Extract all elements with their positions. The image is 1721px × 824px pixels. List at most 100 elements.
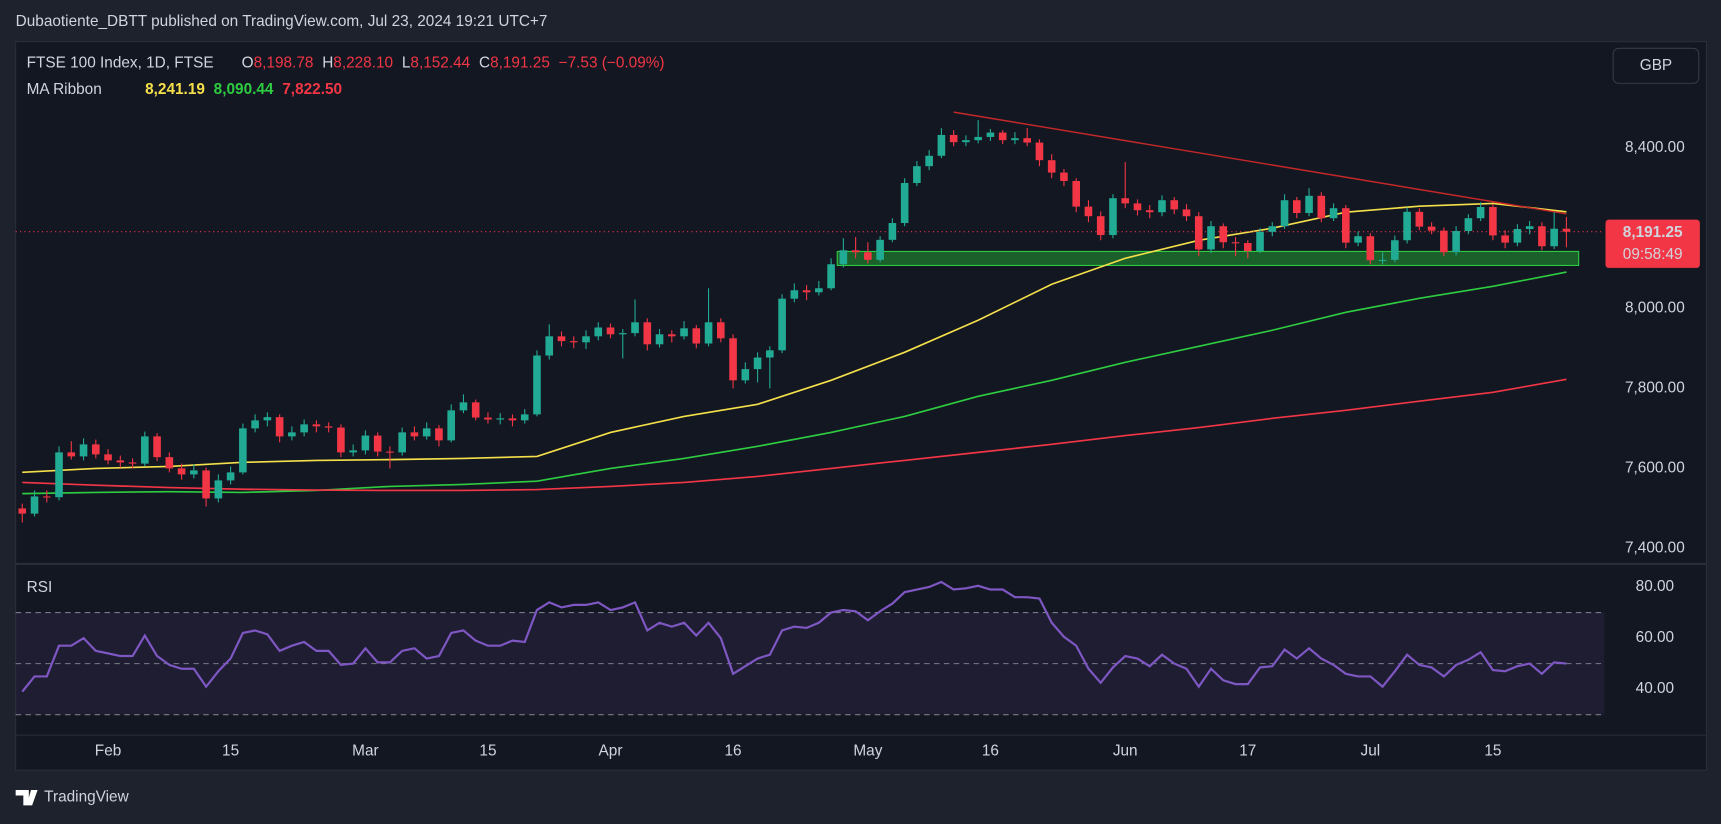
candle-body xyxy=(1293,200,1301,214)
candle-body xyxy=(1194,216,1203,250)
symbol-legend: FTSE 100 Index, 1D, FTSE xyxy=(27,55,214,72)
candle-body xyxy=(839,250,848,265)
candle-body xyxy=(226,472,235,481)
candle-body xyxy=(1305,195,1313,214)
candle-body xyxy=(1096,216,1105,236)
candle-body xyxy=(1562,228,1571,232)
candle-body xyxy=(815,288,823,293)
candle-body xyxy=(116,460,125,463)
candle-body xyxy=(165,457,174,469)
candle-body xyxy=(1072,180,1081,207)
candle-body xyxy=(337,427,345,453)
candle-body xyxy=(643,322,652,345)
moving-average xyxy=(22,202,1567,474)
candle-body xyxy=(790,290,799,299)
candle-body xyxy=(1035,142,1044,161)
ma-value: 7,822.50 xyxy=(282,81,342,98)
x-tick-label: 15 xyxy=(479,743,496,760)
ohlc-value: 8,152.44 xyxy=(410,55,470,72)
ohlc-value: 8,198.78 xyxy=(254,55,314,72)
candle-body xyxy=(214,480,223,499)
candle-body xyxy=(631,322,639,334)
candle-body xyxy=(864,252,872,260)
candle-body xyxy=(704,322,713,344)
ohlc-legend: O8,198.78 H8,228.10 L8,152.44 C8,191.25 −7.5… xyxy=(242,55,665,72)
logo-icon xyxy=(15,789,38,806)
candle-body xyxy=(1489,207,1497,236)
candle-body xyxy=(1464,218,1473,232)
candle-body xyxy=(1219,226,1228,243)
candle-body xyxy=(1538,226,1546,247)
currency-button[interactable] xyxy=(1612,47,1700,84)
candle-body xyxy=(998,132,1007,141)
ohlc-key: O xyxy=(242,55,254,72)
candle-body xyxy=(18,508,27,514)
candle-body xyxy=(361,435,370,451)
candle-body xyxy=(655,334,664,345)
candle-body xyxy=(533,355,541,415)
candle-body xyxy=(1047,160,1056,173)
candle-body xyxy=(569,341,578,343)
rsi-title: RSI xyxy=(27,579,53,596)
candle-body xyxy=(741,369,750,381)
candle-body xyxy=(888,223,897,240)
moving-average xyxy=(22,378,1567,492)
candle-body xyxy=(913,166,921,183)
logo-text: TradingView xyxy=(44,789,129,806)
last-price-badge xyxy=(1605,219,1700,268)
ohlc-value: 8,228.10 xyxy=(333,55,393,72)
candle-body xyxy=(974,136,982,141)
candle-body xyxy=(459,402,468,411)
candle-body xyxy=(876,239,884,260)
candle-body xyxy=(1342,208,1350,243)
ohlc-key: C xyxy=(479,55,490,72)
ma-legend: MA Ribbon xyxy=(27,81,102,98)
ma-name: MA Ribbon xyxy=(27,81,102,98)
candle-body xyxy=(1415,211,1424,227)
candle-body xyxy=(1317,195,1326,219)
candle-body xyxy=(778,298,786,351)
candle-body xyxy=(1427,226,1436,231)
candle-body xyxy=(1501,235,1509,243)
candle-body xyxy=(1476,207,1485,219)
candle-body xyxy=(239,428,247,473)
candle-body xyxy=(1452,231,1460,253)
candle-body xyxy=(594,327,603,337)
candle-body xyxy=(79,444,88,457)
candle-body xyxy=(1060,172,1068,181)
candle-body xyxy=(1391,240,1399,260)
x-tick-label: 16 xyxy=(725,743,742,760)
rsi-line xyxy=(21,580,1567,693)
candle-body xyxy=(1109,198,1117,236)
currency[interactable]: GBP xyxy=(1640,57,1672,74)
candle-body xyxy=(508,418,517,421)
x-tick-label: Feb xyxy=(95,743,121,760)
candle-body xyxy=(263,417,272,421)
rsi-tick-label: 80.00 xyxy=(1636,578,1674,595)
candle-body xyxy=(177,468,186,475)
candle-body xyxy=(55,452,63,498)
y-tick-label: 7,400.00 xyxy=(1625,540,1685,557)
candle-body xyxy=(1084,206,1093,217)
candle-body xyxy=(312,424,321,427)
candle-body xyxy=(251,420,259,429)
candle-body xyxy=(1011,138,1019,141)
candle-body xyxy=(435,428,443,441)
candle-body xyxy=(851,250,860,253)
candle-body xyxy=(153,436,161,458)
publisher: Dubaotiente_DBTT published on TradingVie… xyxy=(16,13,548,30)
candle-body xyxy=(937,134,946,156)
candle-body xyxy=(275,417,284,437)
y-tick-label: 7,600.00 xyxy=(1625,459,1685,476)
candle-body xyxy=(410,432,419,437)
symbol: FTSE 100 Index, 1D, FTSE xyxy=(27,55,214,72)
candle-body xyxy=(1280,200,1289,227)
candle-body xyxy=(1243,243,1252,252)
ohlc-value: 8,191.25 xyxy=(490,55,550,72)
candle-body xyxy=(422,428,431,437)
candle-body xyxy=(667,334,676,337)
change: −7.53 (−0.09%) xyxy=(559,55,665,72)
candle-body xyxy=(42,496,51,498)
rsi-tick-label: 40.00 xyxy=(1636,680,1674,697)
candle-body xyxy=(1513,229,1522,243)
